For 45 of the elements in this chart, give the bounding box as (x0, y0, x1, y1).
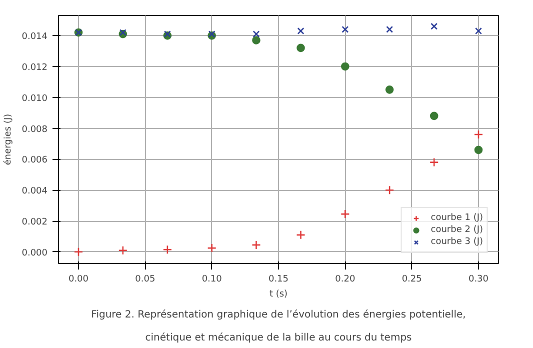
x-tick-label: 0.10 (202, 274, 222, 284)
point (475, 27, 482, 34)
point (118, 246, 128, 256)
point (162, 244, 172, 254)
y-tick-label: 0.014 (22, 32, 48, 42)
point (119, 29, 126, 36)
x-tick-label: 0.25 (402, 274, 422, 284)
y-tick-label: 0.006 (22, 156, 48, 166)
legend-label: courbe 2 (J) (430, 224, 483, 236)
legend-label: courbe 1 (J) (430, 212, 483, 224)
point (297, 27, 304, 34)
x-tick-label: 0.15 (268, 274, 289, 284)
y-tick-label: 0.002 (22, 218, 48, 228)
point (296, 44, 305, 52)
point (207, 243, 216, 253)
caption: Figure 2. Représentation graphique de l’évolution des énergies potentielle, (91, 310, 466, 320)
point (430, 22, 438, 30)
y-tick-label: 0.004 (22, 186, 48, 197)
x-tick-label: 0.30 (468, 274, 489, 284)
point (341, 62, 350, 71)
point (252, 36, 260, 44)
point (340, 209, 350, 219)
x-axis-title: t (s) (269, 290, 288, 300)
point (74, 247, 84, 257)
y-tick-label: 0.000 (22, 248, 48, 258)
point (474, 146, 483, 154)
point (430, 112, 438, 120)
point (384, 185, 394, 195)
point (474, 130, 484, 140)
point (252, 240, 261, 250)
text: cinétique et mécanique de la bille au cours du temps (145, 332, 412, 344)
y-tick-label: 0.012 (22, 62, 48, 73)
point (429, 158, 439, 167)
point (252, 30, 260, 38)
point (342, 26, 349, 33)
point (296, 230, 306, 240)
point (385, 86, 394, 94)
y-tick-label: 0.008 (22, 124, 48, 135)
x-tick-label: 0.00 (68, 274, 89, 284)
legend-label: courbe 3 (J) (430, 236, 483, 248)
point (386, 26, 394, 33)
y-axis-title: énergies (J) (2, 114, 14, 166)
x-tick-label: 0.05 (135, 274, 156, 284)
y-tick-label: 0.010 (22, 94, 48, 104)
x-tick-label: 0.20 (335, 274, 356, 284)
